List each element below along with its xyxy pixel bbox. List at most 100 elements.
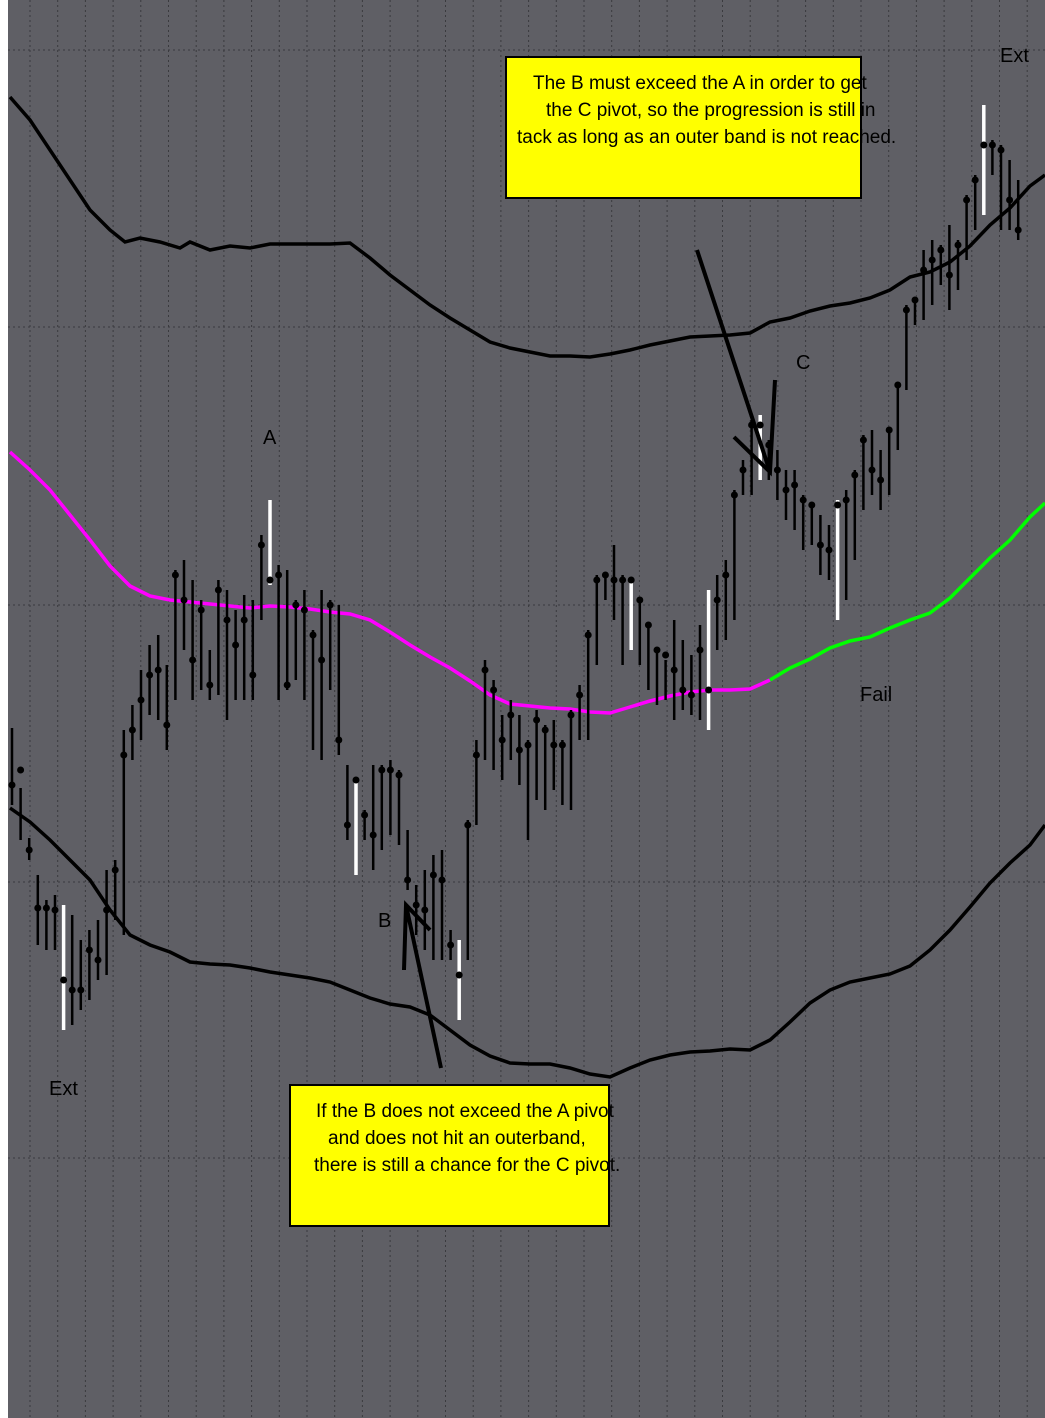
close-dot [17,766,25,774]
label-ext-bottom: Ext [49,1078,78,1100]
close-dot [945,271,953,279]
arrow-to-b-head [402,900,432,971]
midline-magenta [8,450,771,715]
close-dot [816,541,824,549]
close-dot [558,741,566,749]
close-dot [687,691,695,699]
close-dot [636,596,644,604]
close-dot [498,736,506,744]
close-dot [834,501,842,509]
arrow-to-c-head [732,379,777,477]
close-dot [842,496,850,504]
close-dot [920,266,928,274]
price-bars [8,105,1022,1030]
close-dot [163,721,171,729]
close-dot [42,904,50,912]
close-dot [180,596,188,604]
close-dot [713,596,721,604]
close-dot [963,196,971,204]
close-dot [369,831,377,839]
arrow-to-c-shaft [695,249,772,473]
close-dot [232,641,240,649]
close-dot [619,576,627,584]
close-dot [395,771,403,779]
close-dot [309,631,317,639]
close-dot [541,726,549,734]
close-dot [378,766,386,774]
close-dot [885,426,893,434]
close-dot [980,141,988,149]
close-dot [791,481,799,489]
arrow-to-b-shaft [404,904,443,1069]
close-dot [490,686,498,694]
bands [8,95,1045,1079]
close-dot [481,666,489,674]
annotation-box-top: The B must exceed the A in order to get … [505,56,896,199]
close-dot [937,246,945,254]
close-dot [782,486,790,494]
close-dot [1006,196,1014,204]
close-dot [214,586,222,594]
close-dot [8,781,16,789]
close-dot [249,671,257,679]
close-dot [756,421,764,429]
close-dot [730,491,738,499]
close-dot [464,821,472,829]
close-dot [928,256,936,264]
close-dot [275,571,283,579]
close-dot [610,576,618,584]
close-dot [722,571,730,579]
close-dot [902,306,910,314]
close-dot [533,716,541,724]
close-dot [808,501,816,509]
close-dot [653,646,661,654]
close-dot [128,726,136,734]
pivot-labels: A B C Ext Ext Fail [49,45,1029,1100]
close-dot [94,956,102,964]
close-dot [911,296,919,304]
label-c: C [796,352,810,374]
close-dot [352,776,360,784]
close-dot [137,696,145,704]
close-dot [576,691,584,699]
annotation-bottom-line-2: and does not hit an outerband, [328,1128,586,1149]
close-dot [404,876,412,884]
close-dot [318,656,326,664]
close-dot [705,686,713,694]
close-dot [455,971,463,979]
close-dot [189,656,197,664]
close-dot [197,606,205,614]
close-dot [111,866,119,874]
close-dot [292,601,300,609]
lower-band-line [8,806,1045,1079]
close-dot [68,986,76,994]
close-dot [679,686,687,694]
close-dot [662,651,670,659]
close-dot [851,471,859,479]
annotation-top-line-2: the C pivot, so the progression is still… [546,100,876,121]
close-dot [773,466,781,474]
annotation-box-bottom: If the B does not exceed the A pivot and… [289,1084,620,1227]
close-dot [257,541,265,549]
close-dot [739,466,747,474]
close-dot [447,941,455,949]
close-dot [438,876,446,884]
label-b: B [378,910,391,932]
arrows [402,249,777,1069]
close-dot [412,901,420,909]
close-dot [988,141,996,149]
close-dot [593,576,601,584]
close-dot [103,906,111,914]
close-dot [283,681,291,689]
close-dot [894,381,902,389]
close-dot [971,176,979,184]
annotation-top-line-1: The B must exceed the A in order to get [533,73,867,94]
close-dot [567,711,575,719]
close-dot [627,576,635,584]
close-dot [644,621,652,629]
close-dot [343,821,351,829]
close-dot [1014,226,1022,234]
close-dot [206,681,214,689]
close-dot [670,666,678,674]
